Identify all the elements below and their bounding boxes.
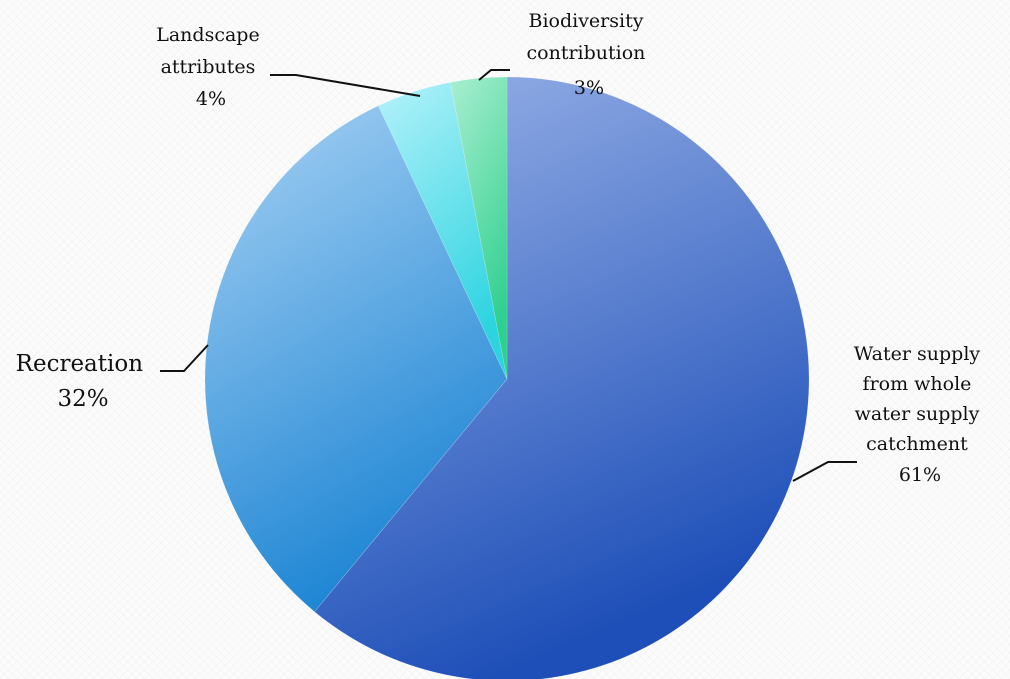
data-label-line: attributes <box>161 56 256 78</box>
svg-text:Recreation 32%: Recreation 32% <box>16 351 151 412</box>
label-water-supply: Water supply from whole water supply cat… <box>854 343 986 486</box>
data-label-line: from whole <box>863 373 972 395</box>
svg-text:Biodiversity contributio: Biodiversity contribution 3% <box>527 10 652 99</box>
data-label-percent: 61% <box>899 464 941 486</box>
data-label-line: Landscape <box>156 24 259 46</box>
data-label-line: Water supply <box>854 343 981 365</box>
leader-line-landscape-attributes <box>270 74 421 97</box>
pie-slice-recreation <box>204 105 508 613</box>
svg-text:Landscape attributes: Landscape attributes 4% <box>156 24 266 110</box>
leader-line-biodiversity-contribution <box>478 69 510 81</box>
label-landscape-attributes: Landscape attributes 4% <box>156 24 266 110</box>
data-label-line: Recreation <box>16 351 144 377</box>
pie-slice-landscape-attributes <box>378 81 508 380</box>
pie-slices <box>204 76 810 679</box>
leader-lines <box>160 69 857 482</box>
leader-line-water-supply <box>792 461 857 482</box>
label-recreation: Recreation 32% <box>16 351 151 412</box>
data-label-line: water supply <box>855 403 980 425</box>
leader-line-recreation <box>160 344 209 372</box>
data-label-percent: 32% <box>57 386 108 412</box>
data-label-line: contribution <box>527 42 646 64</box>
data-label-percent: 4% <box>196 88 226 110</box>
svg-text:Water supply from whole: Water supply from whole water supply cat… <box>854 343 986 486</box>
pie-slice-biodiversity-contribution <box>450 76 508 380</box>
data-label-percent: 3% <box>574 77 604 99</box>
data-label-line: catchment <box>866 433 968 455</box>
label-biodiversity-contribution: Biodiversity contribution 3% <box>527 10 652 99</box>
data-label-line: Biodiversity <box>528 10 643 32</box>
